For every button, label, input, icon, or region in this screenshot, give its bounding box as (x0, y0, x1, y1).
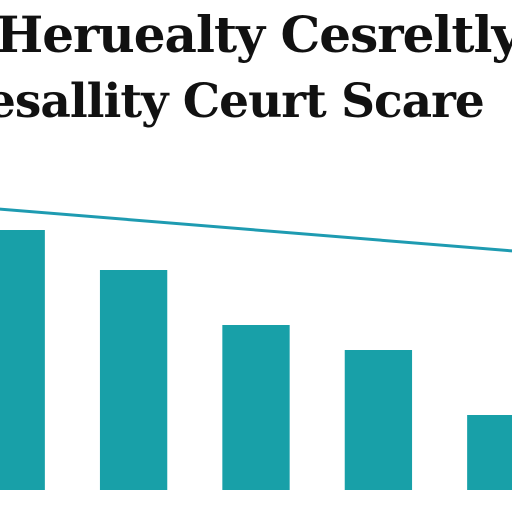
bar-5 (467, 415, 512, 490)
bar-2 (99, 270, 168, 490)
chart-title-line-2: esallity Ceurt Scare (0, 74, 485, 129)
bar-series (0, 230, 512, 490)
trend-line (0, 207, 512, 253)
chart-title-line-1: Heruealty Cesreltlys (0, 5, 512, 64)
bar-4 (344, 350, 413, 490)
bar-3 (222, 325, 290, 490)
bar-1 (0, 230, 45, 490)
